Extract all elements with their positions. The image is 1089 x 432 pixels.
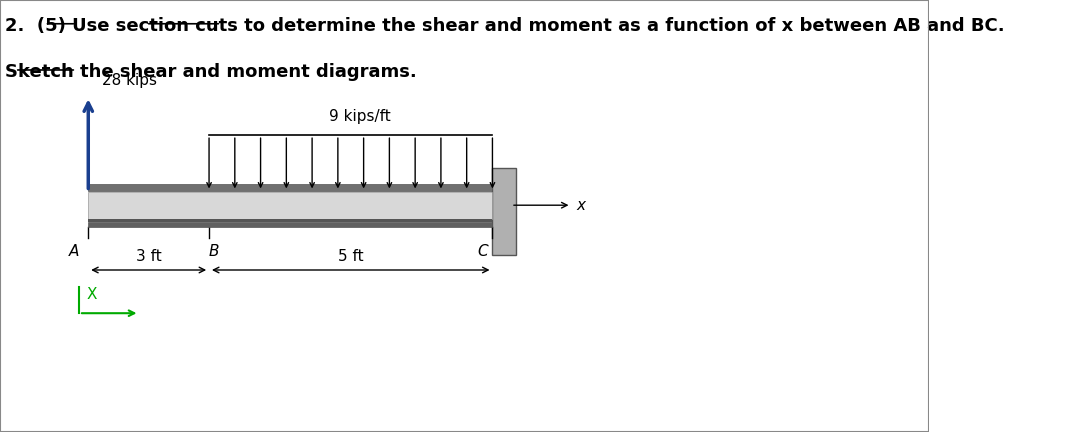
Text: C: C [477,244,488,259]
Text: 3 ft: 3 ft [136,248,161,264]
Text: 2.  (5) Use section cuts to determine the shear and moment as a function of x be: 2. (5) Use section cuts to determine the… [4,17,1004,35]
Bar [88,222,492,227]
Text: 5 ft: 5 ft [338,248,364,264]
Text: 9 kips/ft: 9 kips/ft [329,109,391,124]
Text: A: A [69,244,79,259]
Bar [492,168,516,255]
Text: B: B [209,244,220,259]
Text: Sketch the shear and moment diagrams.: Sketch the shear and moment diagrams. [4,63,416,81]
Text: x: x [576,198,585,213]
Text: 28 kips: 28 kips [102,73,157,88]
Bar [88,192,492,219]
Bar [88,219,492,222]
Bar [88,184,492,191]
Text: X: X [86,287,97,302]
